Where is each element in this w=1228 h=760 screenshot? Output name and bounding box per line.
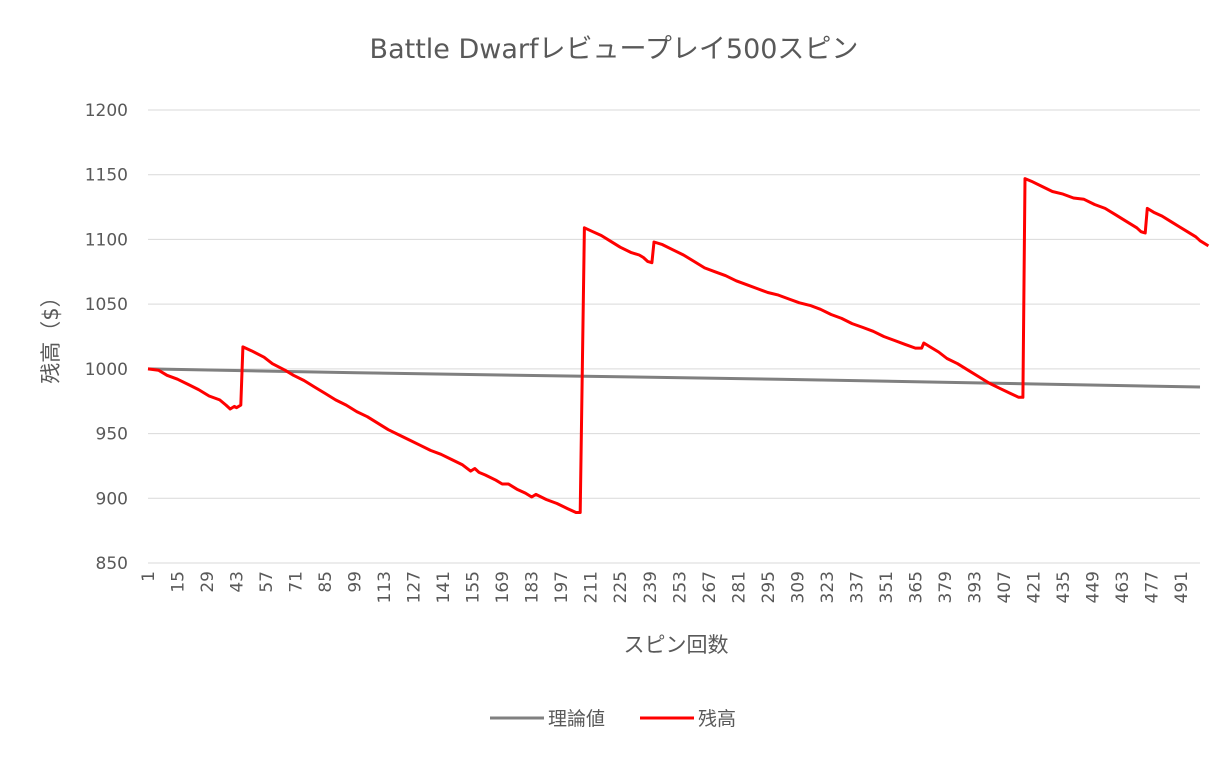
x-tick-label: 43 bbox=[228, 571, 248, 593]
x-tick-label: 295 bbox=[759, 571, 779, 603]
x-tick-label: 393 bbox=[965, 571, 985, 603]
x-tick-label: 309 bbox=[788, 571, 808, 603]
x-tick-label: 239 bbox=[641, 571, 661, 603]
x-axis-ticks: 1 15 29 43 57 71 85 99 113 127 141 155 169 183 197 211 2… bbox=[139, 571, 1192, 603]
y-tick-label: 950 bbox=[96, 425, 128, 445]
x-tick-label: 211 bbox=[582, 571, 602, 603]
y-tick-label: 1050 bbox=[85, 295, 128, 315]
x-tick-label: 155 bbox=[464, 571, 484, 603]
x-tick-label: 225 bbox=[611, 571, 631, 603]
series-line-balance bbox=[147, 177, 1210, 514]
y-axis-label: 残高（$） bbox=[39, 286, 63, 383]
x-tick-label: 253 bbox=[670, 571, 690, 603]
x-tick-label: 323 bbox=[818, 571, 838, 603]
x-tick-label: 463 bbox=[1113, 571, 1133, 603]
x-tick-label: 365 bbox=[906, 571, 926, 603]
x-tick-label: 15 bbox=[169, 571, 189, 593]
y-tick-label: 1100 bbox=[85, 230, 128, 250]
x-tick-label: 379 bbox=[936, 571, 956, 603]
series-line-theory bbox=[147, 367, 1201, 389]
x-tick-label: 281 bbox=[729, 571, 749, 603]
legend-label-theory: 理論値 bbox=[548, 708, 605, 730]
x-tick-label: 85 bbox=[316, 571, 336, 593]
series-lines bbox=[147, 177, 1210, 514]
x-tick-label: 477 bbox=[1143, 571, 1163, 603]
x-tick-label: 351 bbox=[877, 571, 897, 603]
x-tick-label: 1 bbox=[139, 571, 159, 582]
y-tick-label: 1000 bbox=[85, 360, 128, 380]
x-tick-label: 113 bbox=[375, 571, 395, 603]
y-axis-ticks: 850 900 950 1000 1050 1100 1150 1200 bbox=[85, 101, 128, 574]
legend: 理論値 残高 bbox=[490, 708, 736, 730]
x-tick-label: 29 bbox=[198, 571, 218, 593]
x-tick-label: 491 bbox=[1172, 571, 1192, 603]
x-tick-label: 407 bbox=[995, 571, 1015, 603]
gridlines bbox=[148, 109, 1200, 564]
y-tick-label: 900 bbox=[96, 489, 128, 509]
x-tick-label: 183 bbox=[523, 571, 543, 603]
x-tick-label: 57 bbox=[257, 571, 277, 593]
y-tick-label: 1150 bbox=[85, 166, 128, 186]
chart-title: Battle Dwarfレビュープレイ500スピン bbox=[370, 34, 859, 65]
y-tick-label: 1200 bbox=[85, 101, 128, 121]
x-tick-label: 169 bbox=[493, 571, 513, 603]
x-tick-label: 71 bbox=[287, 571, 307, 593]
x-tick-label: 449 bbox=[1083, 571, 1103, 603]
x-tick-label: 141 bbox=[434, 571, 454, 603]
x-tick-label: 421 bbox=[1024, 571, 1044, 603]
legend-label-balance: 残高 bbox=[698, 708, 736, 730]
x-tick-label: 337 bbox=[847, 571, 867, 603]
x-axis-label: スピン回数 bbox=[624, 633, 729, 657]
x-tick-label: 197 bbox=[552, 571, 572, 603]
x-tick-label: 267 bbox=[700, 571, 720, 603]
x-tick-label: 127 bbox=[405, 571, 425, 603]
x-tick-label: 435 bbox=[1054, 571, 1074, 603]
x-tick-label: 99 bbox=[346, 571, 366, 593]
y-tick-label: 850 bbox=[96, 554, 128, 574]
